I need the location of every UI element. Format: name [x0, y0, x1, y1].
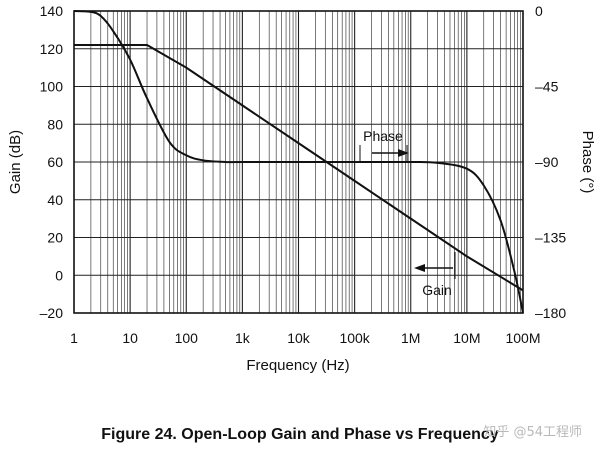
- gain-annotation-label: Gain: [422, 282, 452, 298]
- phase-curve: [73, 10, 524, 314]
- y-tick-label: 40: [47, 192, 63, 208]
- series-layer: [73, 10, 524, 314]
- watermark: 知乎 @54工程师: [483, 425, 582, 440]
- gain-annotation: Gain: [414, 252, 456, 298]
- y-tick-label: 120: [40, 41, 64, 57]
- x-axis-title: Frequency (Hz): [246, 357, 349, 374]
- y2-tick-label: –45: [535, 79, 559, 95]
- x-tick-label: 10M: [453, 330, 480, 346]
- x-tick-label: 100M: [505, 330, 540, 346]
- gain-phase-chart: 1 10 100 1k 10k 100k 1M 10M 100M 140 120 100 80 60 40 2…: [7, 3, 596, 374]
- y2-tick-label: 0: [535, 3, 543, 19]
- y-tick-label: 0: [55, 267, 63, 283]
- x-tick-label: 10k: [287, 330, 311, 346]
- gain-curve: [74, 43, 524, 292]
- y2-tick-label: –180: [535, 305, 566, 321]
- tick-labels: 1 10 100 1k 10k 100k 1M 10M 100M 140 120 100 80 60 40 2…: [40, 3, 567, 346]
- y-tick-label: 20: [47, 230, 63, 246]
- plot-frame: [73, 10, 524, 314]
- x-tick-label: 1: [70, 330, 78, 346]
- x-tick-label: 100: [175, 330, 199, 346]
- phase-annotation-arrow-head: [398, 149, 409, 157]
- y-tick-label: 140: [40, 3, 64, 19]
- phase-annotation-label: Phase: [363, 128, 403, 144]
- x-tick-label: 10: [122, 330, 138, 346]
- y-tick-label: 60: [47, 154, 63, 170]
- y2-tick-label: –135: [535, 230, 566, 246]
- x-tick-label: 100k: [339, 330, 370, 346]
- phase-annotation: Phase: [359, 128, 409, 163]
- x-tick-label: 1M: [401, 330, 420, 346]
- figure-caption: Figure 24. Open-Loop Gain and Phase vs F…: [101, 426, 499, 443]
- gain-annotation-arrow-head: [414, 264, 425, 272]
- x-tick-label: 1k: [235, 330, 251, 346]
- y-axis-title: Gain (dB): [7, 130, 24, 194]
- y2-axis-title: Phase (°): [579, 131, 596, 194]
- y2-tick-label: –90: [535, 154, 559, 170]
- y-tick-label: –20: [40, 305, 64, 321]
- y-tick-label: 80: [47, 116, 63, 132]
- y-tick-label: 100: [40, 79, 64, 95]
